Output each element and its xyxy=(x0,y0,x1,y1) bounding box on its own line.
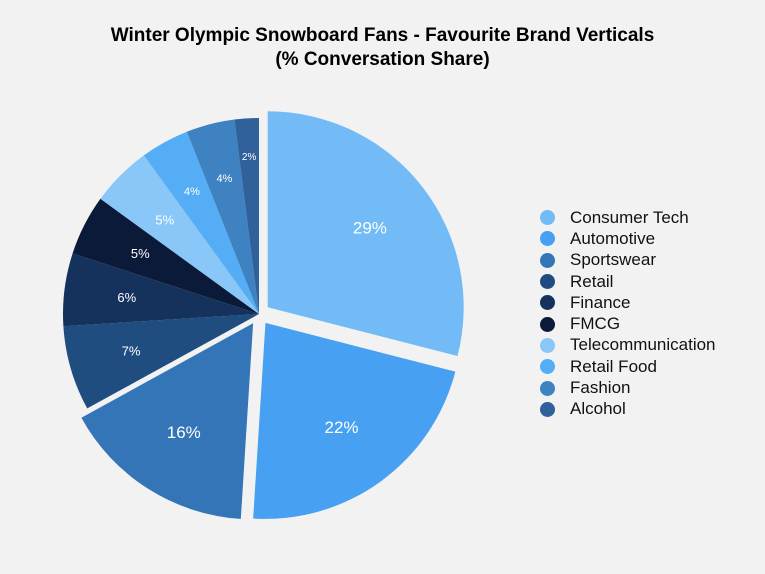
legend-label: FMCG xyxy=(570,314,620,334)
legend-swatch xyxy=(540,231,555,246)
legend-label: Retail Food xyxy=(570,357,657,377)
legend-label: Sportswear xyxy=(570,250,656,270)
pie-label-telecommunication: 5% xyxy=(155,212,174,227)
legend-item-consumer-tech: Consumer Tech xyxy=(540,207,716,228)
legend-label: Telecommunication xyxy=(570,335,716,355)
legend-label: Consumer Tech xyxy=(570,208,689,228)
legend-item-retail-food: Retail Food xyxy=(540,356,716,377)
legend-swatch xyxy=(540,317,555,332)
legend-label: Alcohol xyxy=(570,399,626,419)
legend-item-automotive: Automotive xyxy=(540,228,716,249)
pie-label-consumer-tech: 29% xyxy=(353,218,387,237)
legend-swatch xyxy=(540,338,555,353)
legend-swatch xyxy=(540,402,555,417)
legend-item-sportswear: Sportswear xyxy=(540,250,716,271)
legend-swatch xyxy=(540,359,555,374)
pie-label-retail: 7% xyxy=(122,344,141,359)
pie-label-fashion: 4% xyxy=(216,173,232,185)
pie-label-automotive: 22% xyxy=(324,418,358,437)
legend-label: Finance xyxy=(570,293,630,313)
legend-label: Retail xyxy=(570,272,613,292)
pie-label-finance: 6% xyxy=(117,290,136,305)
legend-swatch xyxy=(540,381,555,396)
chart-legend: Consumer Tech Automotive Sportswear Retail F… xyxy=(540,207,716,420)
legend-swatch xyxy=(540,295,555,310)
legend-label: Automotive xyxy=(570,229,655,249)
legend-item-telecommunication: Telecommunication xyxy=(540,335,716,356)
legend-swatch xyxy=(540,253,555,268)
legend-swatch xyxy=(540,274,555,289)
legend-item-retail: Retail xyxy=(540,271,716,292)
legend-item-alcohol: Alcohol xyxy=(540,399,716,420)
pie-label-retail-food: 4% xyxy=(184,186,200,198)
legend-label: Fashion xyxy=(570,378,630,398)
pie-label-fmcg: 5% xyxy=(131,246,150,261)
legend-item-fashion: Fashion xyxy=(540,377,716,398)
pie-label-alcohol: 2% xyxy=(242,152,257,163)
legend-swatch xyxy=(540,210,555,225)
legend-item-finance: Finance xyxy=(540,292,716,313)
legend-item-fmcg: FMCG xyxy=(540,313,716,334)
pie-label-sportswear: 16% xyxy=(167,423,201,442)
